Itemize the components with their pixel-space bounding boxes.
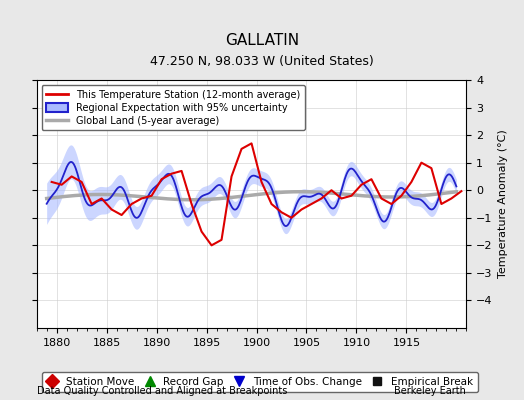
Text: Data Quality Controlled and Aligned at Breakpoints: Data Quality Controlled and Aligned at B… [37, 386, 287, 396]
Text: Berkeley Earth: Berkeley Earth [395, 386, 466, 396]
Y-axis label: Temperature Anomaly (°C): Temperature Anomaly (°C) [498, 130, 508, 278]
Text: 47.250 N, 98.033 W (United States): 47.250 N, 98.033 W (United States) [150, 55, 374, 68]
Legend: Station Move, Record Gap, Time of Obs. Change, Empirical Break: Station Move, Record Gap, Time of Obs. C… [42, 372, 478, 392]
Text: GALLATIN: GALLATIN [225, 33, 299, 48]
